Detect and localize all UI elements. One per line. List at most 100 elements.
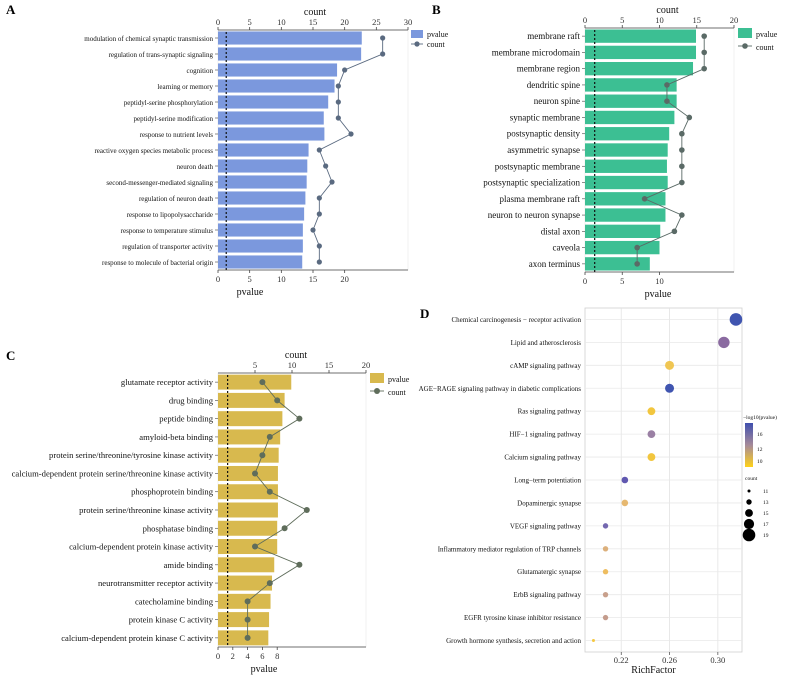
panel-d-dot — [718, 336, 730, 349]
panel-b-legend-pvalue-swatch — [738, 28, 752, 38]
panel-a-category-label: peptidyl-serine modification — [133, 115, 213, 123]
panel-b-bar — [585, 208, 666, 222]
panel-a-count-point — [380, 51, 386, 57]
panel-c-bar — [218, 630, 269, 646]
panel-a-bottom-tick-label: 0 — [216, 274, 220, 284]
panel-b-count-point — [679, 163, 685, 170]
panel-c-bar — [218, 429, 281, 445]
panel-c-bar — [218, 502, 278, 518]
panel-d-dot — [647, 430, 656, 439]
panel-b-x-axis-title: pvalue — [645, 289, 672, 300]
panel-b-count-point — [641, 196, 648, 202]
panel-c-top-tick-label: 10 — [288, 360, 297, 370]
panel-b-bar — [585, 110, 675, 125]
panel-a-count-point — [323, 163, 329, 169]
panel-c-count-point — [296, 561, 303, 568]
panel-c-category-label: amide binding — [164, 560, 214, 570]
panel-a-count-point — [335, 115, 341, 121]
panel-b-bottom-tick-label: 5 — [620, 276, 624, 286]
panel-a-category-label: reactive oxygen species metabolic proces… — [94, 147, 213, 155]
panel-d-x-tick-label: 0.30 — [710, 655, 725, 665]
panel-b-bar — [585, 61, 694, 76]
panel-d-dot — [621, 476, 629, 484]
panel-d-x-tick-label: 0.26 — [662, 655, 677, 665]
panel-b-category-label: neuron spine — [534, 96, 580, 106]
panel-d-dot — [647, 407, 656, 416]
panel-a-category-label: response to nutrient levels — [140, 131, 214, 139]
panel-d-category-label: cAMP signaling pathway — [510, 362, 581, 370]
panel-d-dot — [647, 453, 656, 461]
panel-b-count-point — [671, 228, 678, 235]
panel-b-category-label: dendritic spine — [527, 80, 580, 90]
panel-a-category-label: response to molecule of bacterial origin — [102, 259, 213, 267]
panel-d-chart: 0.22 0.26 0.30 RichFactor Chemical carcinoge… — [419, 307, 777, 676]
panel-d-color-legend-title: −log10(pvalue) — [743, 414, 777, 421]
panel-a-legend-count-label: count — [427, 40, 446, 49]
panel-b-count-point — [679, 147, 685, 153]
panel-d-size-legend-dot — [746, 499, 752, 505]
panel-c-count-point — [274, 397, 281, 404]
panel-c-chart: 5 10 15 20 count 0 2 4 6 8 pvalue glutamate recepto… — [12, 350, 410, 675]
panel-d-category-label: Inflammatory mediator regulation of TRP … — [438, 545, 582, 553]
panel-a-bar — [218, 255, 303, 269]
panel-a-top-tick-label: 20 — [340, 17, 349, 27]
panel-a-bar — [218, 127, 325, 141]
panel-b-count-point — [664, 98, 670, 104]
panel-a-count-point — [335, 83, 341, 89]
panel-a-category-label: modulation of chemical synaptic transmis… — [84, 35, 213, 43]
panel-b-bar — [585, 94, 677, 108]
panel-c-count-point — [266, 488, 273, 495]
panel-c-bar — [218, 557, 275, 573]
panel-a-top-tick-label: 15 — [309, 17, 318, 27]
panel-b-bar — [585, 192, 666, 206]
panel-a-bar — [218, 239, 303, 253]
panel-b-legend-count-point — [742, 43, 748, 49]
panel-c-category-label: phosphoprotein binding — [131, 487, 214, 497]
panel-b-count-point — [679, 212, 685, 218]
panel-c-bottom-tick-label: 4 — [245, 651, 250, 661]
panel-c-category-label: catecholamine binding — [135, 596, 214, 606]
panel-c-count-point — [296, 415, 303, 422]
panel-c-count-point — [244, 616, 251, 623]
panel-c-count-point — [266, 580, 273, 587]
panel-a-bottom-tick-label: 15 — [309, 274, 318, 284]
panel-b-category-label: postsynaptic density — [507, 129, 581, 139]
panel-a-bar — [218, 79, 335, 93]
panel-a-bar — [218, 111, 324, 125]
panel-d-size-legend-label: 13 — [763, 500, 769, 506]
panel-a-bar — [218, 31, 362, 45]
panel-d-dot — [621, 499, 629, 507]
panel-a-bar — [218, 175, 307, 189]
panel-a-bar — [218, 47, 362, 61]
panel-a-count-point — [380, 35, 386, 41]
panel-b-bar — [585, 224, 661, 239]
panel-a-bottom-tick-label: 5 — [248, 274, 252, 284]
panel-b-bar — [585, 240, 660, 255]
panel-b-top-tick-label: 5 — [620, 15, 624, 25]
panel-a-top-tick-label: 5 — [248, 17, 252, 27]
panel-a-chart: 0 5 10 15 20 25 30 count 0 5 10 15 20 pvalue modulatio… — [84, 7, 448, 298]
panel-a-legend-pvalue-label: pvalue — [427, 30, 449, 39]
panel-b-bar — [585, 159, 667, 173]
panel-a-bar — [218, 63, 338, 77]
panel-c-category-label: calcium-dependent protein kinase activit… — [69, 542, 214, 552]
panel-c-legend-count-label: count — [388, 388, 407, 397]
panel-d-dot — [591, 639, 595, 643]
panel-d-dot — [665, 383, 675, 393]
panel-a-category-label: peptidyl-serine phosphorylation — [124, 99, 214, 107]
panel-a-count-point — [310, 227, 316, 233]
panel-b-bar — [585, 78, 677, 92]
panel-a-count-point — [316, 147, 322, 153]
panel-b-bar — [585, 29, 697, 43]
panel-d-category-label: AGE−RAGE signaling pathway in diabetic c… — [419, 385, 582, 393]
panel-c-bar — [218, 539, 278, 555]
panel-d-size-legend-title: count — [745, 476, 758, 482]
panel-b-category-label: plasma membrane raft — [500, 194, 581, 204]
panel-a-count-point — [316, 243, 322, 249]
panel-a-count-point — [348, 131, 354, 137]
panel-b-count-point — [664, 82, 670, 88]
panel-c-bar — [218, 612, 270, 628]
panel-c-bottom-tick-label: 8 — [275, 651, 279, 661]
panel-b-category-label: neuron to neuron synapse — [488, 210, 580, 220]
